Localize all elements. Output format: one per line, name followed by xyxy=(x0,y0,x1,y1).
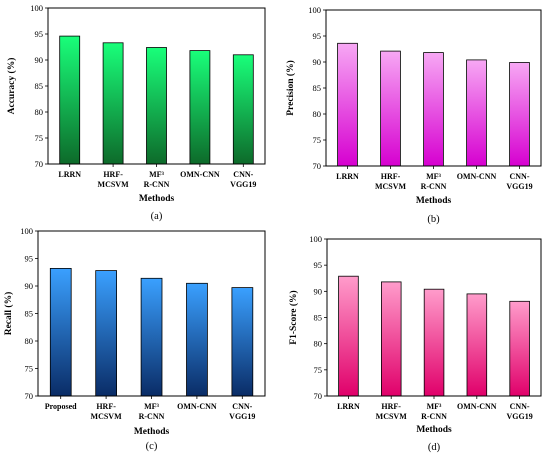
bar-2 xyxy=(380,281,402,397)
x-tick-label: CNN-VGG19 xyxy=(506,402,532,421)
bar-4 xyxy=(186,282,208,397)
x-tick-label: CNN-VGG19 xyxy=(506,172,532,191)
bar-1 xyxy=(49,267,72,397)
x-tick-label: OMN-CNN xyxy=(457,172,497,181)
y-tick-label: 85 xyxy=(25,309,34,319)
x-tick-label: OMN-CNN xyxy=(177,402,217,411)
bar-4 xyxy=(466,293,488,397)
bar-1 xyxy=(338,275,359,397)
y-tick-label: 95 xyxy=(314,260,323,270)
y-tick-label: 85 xyxy=(35,81,44,91)
x-tick-label: MF³ R-CNN xyxy=(421,172,447,191)
y-axis-label: Recall (%) xyxy=(3,292,14,336)
bar-5 xyxy=(509,300,530,397)
y-tick-label: 90 xyxy=(35,55,44,65)
chart-panel-a: 70 75 80 85 90 95 100 LRRN HRF-MCSVM MF³ R-CNN OMN-… xyxy=(6,3,266,222)
x-axis-label: Methods xyxy=(416,425,452,435)
bar-4 xyxy=(189,50,211,165)
y-tick-label: 75 xyxy=(25,364,34,374)
bar-4 xyxy=(466,59,487,167)
x-tick-label: OMN-CNN xyxy=(180,170,220,179)
panel-caption: (a) xyxy=(151,211,163,222)
y-tick-label: 75 xyxy=(35,133,44,143)
bar-2 xyxy=(102,42,124,165)
y-tick-label: 90 xyxy=(314,286,323,296)
y-axis-label: F1-Score (%) xyxy=(288,290,299,344)
x-tick-label: CNN-VGG19 xyxy=(229,402,255,421)
panel-caption: (c) xyxy=(146,441,158,452)
panel-caption: (d) xyxy=(428,442,441,453)
x-tick-label: OMN-CNN xyxy=(457,402,497,411)
y-tick-label: 95 xyxy=(313,31,322,41)
bar-3 xyxy=(423,52,444,167)
x-tick-label: LRRN xyxy=(337,402,360,411)
x-tick-label: CNN-VGG19 xyxy=(230,170,256,189)
y-tick-label: 100 xyxy=(308,5,321,15)
bar-2 xyxy=(95,270,117,397)
bar-3 xyxy=(140,277,163,397)
bar-3 xyxy=(146,47,167,165)
y-tick-label: 80 xyxy=(313,109,322,119)
x-tick-label: HRF-MCSVM xyxy=(376,402,408,421)
y-tick-label: 85 xyxy=(314,313,323,323)
chart-panel-d: 70 75 80 85 90 95 100 LRRN HRF-MCSVM MF³ R-CNN OMN-… xyxy=(288,234,542,453)
x-axis-label: Methods xyxy=(139,194,175,204)
bar-2 xyxy=(380,50,401,167)
bar-5 xyxy=(232,54,254,165)
chart-panel-b: 70 75 80 85 90 95 100 LRRN HRF-MCSVM MF³ R-CNN OMN-… xyxy=(285,5,542,225)
panel-caption: (b) xyxy=(427,214,440,225)
x-tick-label: HRF-MCSVM xyxy=(98,170,130,189)
y-tick-label: 95 xyxy=(25,254,34,264)
y-tick-label: 80 xyxy=(314,339,323,349)
x-tick-label: Proposed xyxy=(45,402,77,411)
x-tick-label: MF³ R-CNN xyxy=(421,402,447,421)
x-tick-label: MF³ R-CNN xyxy=(139,402,165,421)
y-tick-label: 90 xyxy=(25,281,34,291)
y-tick-label: 70 xyxy=(314,391,323,401)
y-tick-label: 100 xyxy=(20,226,33,236)
y-tick-label: 75 xyxy=(314,365,323,375)
bar-5 xyxy=(231,287,254,397)
x-tick-label: HRF-MCSVM xyxy=(91,402,123,421)
y-axis-label: Accuracy (%) xyxy=(6,58,17,115)
y-tick-label: 100 xyxy=(30,3,43,13)
y-tick-label: 80 xyxy=(25,336,34,346)
x-tick-label: MF³ R-CNN xyxy=(144,170,170,189)
y-tick-label: 85 xyxy=(313,83,322,93)
bar-1 xyxy=(59,35,81,165)
x-axis-label: Methods xyxy=(134,427,170,437)
y-tick-label: 70 xyxy=(313,161,322,171)
y-tick-label: 70 xyxy=(35,159,44,169)
x-tick-label: HRF-MCSVM xyxy=(375,172,407,191)
chart-panel-c: 70 75 80 85 90 95 100 Proposed HRF-MCSVM MF³ R-CNN… xyxy=(3,226,266,452)
y-tick-label: 80 xyxy=(35,107,44,117)
y-tick-label: 70 xyxy=(25,391,34,401)
y-tick-label: 100 xyxy=(309,234,322,244)
y-axis-label: Precision (%) xyxy=(285,60,296,116)
y-tick-label: 90 xyxy=(313,57,322,67)
x-tick-label: LRRN xyxy=(336,172,359,181)
y-tick-label: 95 xyxy=(35,29,44,39)
x-tick-label: LRRN xyxy=(58,170,81,179)
x-axis-label: Methods xyxy=(416,196,452,206)
bar-5 xyxy=(509,62,530,167)
y-tick-label: 75 xyxy=(313,135,322,145)
bar-1 xyxy=(337,42,358,167)
bar-3 xyxy=(423,288,445,397)
